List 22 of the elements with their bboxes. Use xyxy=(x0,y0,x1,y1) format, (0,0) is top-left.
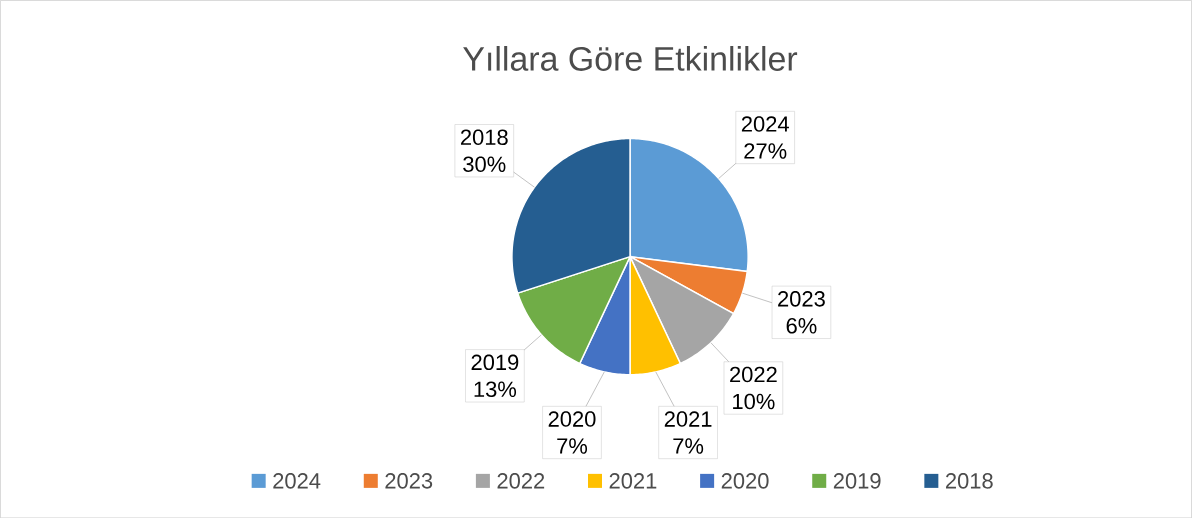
legend-label: 2022 xyxy=(497,472,545,489)
legend-label: 2020 xyxy=(721,472,769,489)
data-label: 30% xyxy=(463,156,506,172)
slice-label: 2021 xyxy=(664,411,712,427)
slice-label: 2020 xyxy=(548,411,596,427)
chart-title: Yıllara Göre Etkinlikler xyxy=(463,45,798,71)
legend-label: 2024 xyxy=(273,472,321,489)
legend-label: 2018 xyxy=(945,472,993,489)
data-label: 10% xyxy=(733,393,775,410)
slice-label: 2023 xyxy=(778,290,825,307)
legend-label: 2023 xyxy=(385,472,433,489)
data-label: 27% xyxy=(744,143,787,159)
slice-label: 2019 xyxy=(471,354,519,370)
slice-label: 2018 xyxy=(460,129,508,145)
data-label: 6% xyxy=(786,317,817,334)
legend-label: 2021 xyxy=(609,472,657,489)
slice-label: 2022 xyxy=(730,366,777,383)
legend-label: 2019 xyxy=(833,472,881,489)
slice-label: 2024 xyxy=(741,116,789,132)
data-label: 7% xyxy=(673,438,704,454)
data-label: 7% xyxy=(557,438,588,454)
data-label: 13% xyxy=(474,381,517,397)
